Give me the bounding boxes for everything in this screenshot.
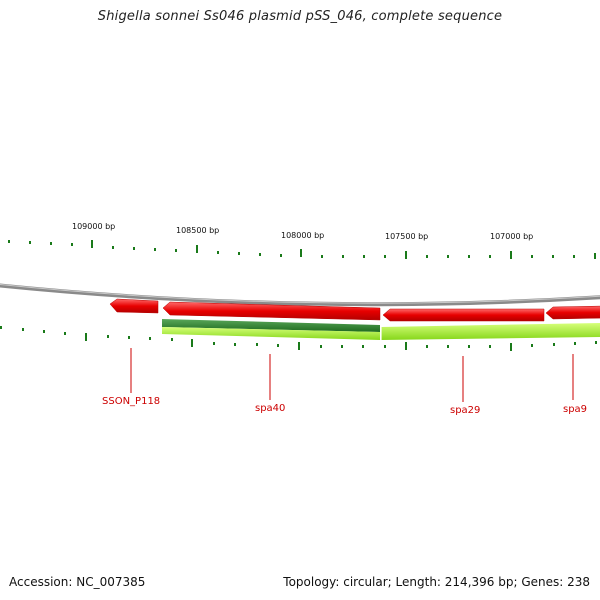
gene-label-spa40[interactable]: spa40: [255, 403, 285, 414]
gene-arrow-spa29[interactable]: [382, 308, 545, 322]
feature-bar-dark-green[interactable]: [162, 319, 380, 332]
ruler-label-108500: 108500 bp: [176, 226, 219, 235]
topology-summary-text: Topology: circular; Length: 214,396 bp; …: [283, 575, 590, 589]
gene-arrow-sson-p118[interactable]: [109, 298, 159, 314]
plasmid-backbone: [0, 283, 600, 307]
cds-track-red: [109, 298, 600, 322]
ruler-label-109000: 109000 bp: [72, 222, 115, 231]
feature-track-green: [162, 319, 600, 340]
accession-text: Accession: NC_007385: [9, 575, 146, 589]
ruler-label-108000: 108000 bp: [281, 231, 324, 240]
gene-label-spa9[interactable]: spa9: [563, 404, 587, 415]
gene-label-spa29[interactable]: spa29: [450, 405, 480, 416]
feature-bar-light-green-right[interactable]: [381, 323, 600, 340]
ruler-label-107000: 107000 bp: [490, 232, 533, 241]
ruler-label-107500: 107500 bp: [385, 232, 428, 241]
ruler-labels: 109000 bp 108500 bp 108000 bp 107500 bp …: [72, 222, 533, 241]
gene-label-sson-p118[interactable]: SSON_P118: [102, 396, 160, 407]
feature-bar-light-green-left[interactable]: [162, 327, 380, 340]
gene-arrow-spa40[interactable]: [162, 301, 381, 321]
gene-arrow-spa9[interactable]: [545, 305, 600, 320]
outer-tick-row: [8, 240, 596, 259]
map-title: Shigella sonnei Ss046 plasmid pSS_046, c…: [97, 9, 503, 24]
gene-labels: SSON_P118 spa40 spa29 spa9: [102, 348, 587, 416]
inner-tick-row: [0, 326, 597, 351]
